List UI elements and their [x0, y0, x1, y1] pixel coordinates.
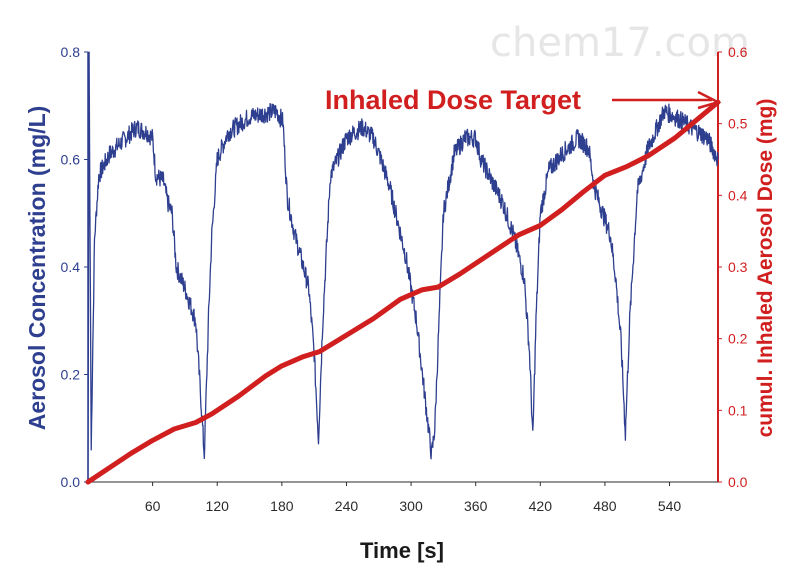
x-tick-label: 240 — [335, 498, 359, 514]
left-tick-label: 0.4 — [61, 259, 81, 275]
x-tick-label: 360 — [464, 498, 488, 514]
dose-line — [85, 99, 721, 485]
x-tick-label: 180 — [270, 498, 294, 514]
right-axis-label: cumul. Inhaled Aerosol Dose (mg) — [754, 99, 777, 438]
x-tick-label: 420 — [529, 498, 553, 514]
right-tick-label: 0.5 — [728, 116, 748, 132]
concentration-line — [87, 51, 719, 483]
dose-target-annotation: Inhaled Dose Target — [325, 85, 722, 115]
x-tick-label: 300 — [399, 498, 423, 514]
left-tick-label: 0.0 — [61, 474, 81, 490]
right-tick-label: 0.3 — [728, 259, 748, 275]
arrow-head — [697, 90, 722, 110]
right-tick-label: 0.2 — [728, 331, 748, 347]
left-tick-label: 0.8 — [61, 44, 81, 60]
left-tick-label: 0.2 — [61, 367, 81, 383]
dose-series — [85, 99, 721, 485]
left-tick-label: 0.6 — [61, 152, 81, 168]
x-tick-label: 60 — [145, 498, 161, 514]
x-axis-label: Time [s] — [360, 538, 444, 563]
chart-axes: 0.0 0.2 0.4 0.6 0.8 0.0 0.1 0.2 0.3 0.4 0.5 0.6 60 12… — [61, 44, 748, 514]
x-tick-label: 120 — [206, 498, 230, 514]
right-tick-label: 0.4 — [728, 187, 748, 203]
right-tick-label: 0.0 — [728, 474, 748, 490]
left-axis-label: Aerosol Concentration (mg/L) — [24, 106, 50, 431]
right-tick-label: 0.1 — [728, 402, 748, 418]
concentration-series — [87, 51, 719, 483]
dose-target-label: Inhaled Dose Target — [325, 85, 581, 115]
x-tick-label: 540 — [658, 498, 682, 514]
x-tick-label: 480 — [593, 498, 617, 514]
right-tick-label: 0.6 — [728, 44, 748, 60]
watermark: chem17.com — [490, 20, 750, 66]
